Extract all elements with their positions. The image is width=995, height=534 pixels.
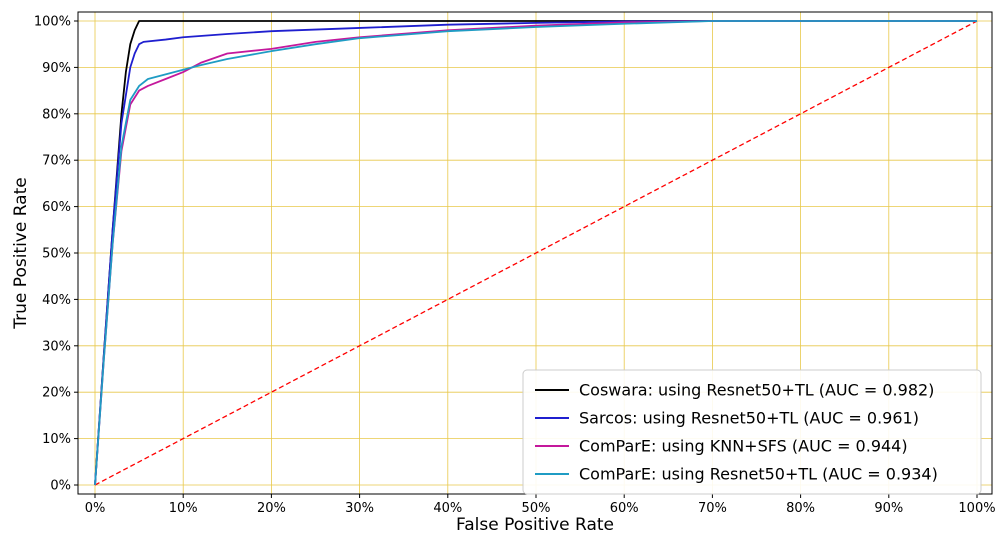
y-tick-label: 90% bbox=[42, 61, 71, 76]
x-tick-label: 0% bbox=[85, 501, 106, 516]
legend: Coswara: using Resnet50+TL (AUC = 0.982)… bbox=[522, 369, 982, 495]
tick-marks bbox=[74, 20, 978, 498]
y-tick-label: 0% bbox=[50, 479, 71, 494]
y-tick-label: 40% bbox=[42, 293, 71, 308]
y-tick-label: 20% bbox=[42, 386, 71, 401]
y-tick-label: 50% bbox=[42, 247, 71, 262]
y-tick-label: 30% bbox=[42, 339, 71, 354]
x-tick-label: 30% bbox=[345, 501, 374, 516]
x-tick-label: 100% bbox=[958, 501, 995, 516]
series-line-1 bbox=[94, 20, 977, 486]
x-tick-label: 40% bbox=[433, 501, 462, 516]
legend-entry: Sarcos: using Resnet50+TL (AUC = 0.961) bbox=[579, 409, 919, 428]
legend-entry: Coswara: using Resnet50+TL (AUC = 0.982) bbox=[579, 381, 934, 400]
legend-box bbox=[522, 369, 982, 495]
x-tick-label: 70% bbox=[698, 501, 727, 516]
y-axis-label: True Positive Rate bbox=[11, 177, 31, 329]
legend-entry: ComParE: using Resnet50+TL (AUC = 0.934) bbox=[579, 465, 938, 484]
x-tick-label: 60% bbox=[610, 501, 639, 516]
x-tick-labels: 0% 10% 20% 30% 40% 50% 60% 70% 80% 90% 100% bbox=[85, 501, 995, 516]
x-tick-label: 20% bbox=[257, 501, 286, 516]
series-lines bbox=[94, 20, 978, 486]
x-tick-label: 80% bbox=[786, 501, 815, 516]
x-tick-label: 50% bbox=[522, 501, 551, 516]
x-tick-label: 10% bbox=[169, 501, 198, 516]
y-tick-label: 80% bbox=[42, 107, 71, 122]
y-tick-label: 10% bbox=[42, 432, 71, 447]
series-line-3 bbox=[94, 20, 977, 486]
y-tick-labels: 0% 10% 20% 30% 40% 50% 60% 70% 80% 90% 100% bbox=[34, 15, 71, 494]
y-tick-label: 70% bbox=[42, 154, 71, 169]
y-tick-label: 60% bbox=[42, 200, 71, 215]
y-tick-label: 100% bbox=[34, 15, 71, 30]
series-line-4 bbox=[94, 20, 978, 486]
x-tick-label: 90% bbox=[874, 501, 903, 516]
x-axis-label: False Positive Rate bbox=[456, 515, 614, 534]
legend-entry: ComParE: using KNN+SFS (AUC = 0.944) bbox=[579, 437, 908, 456]
